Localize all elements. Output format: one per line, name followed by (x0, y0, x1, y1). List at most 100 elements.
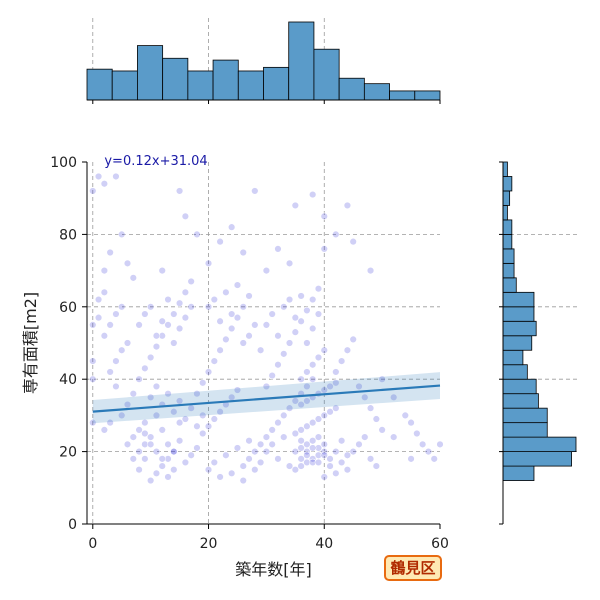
scatter-point (320, 473, 328, 481)
right-hist-bar (502, 364, 528, 380)
scatter-point (245, 332, 253, 340)
right-hist-bar (502, 335, 533, 351)
scatter-point (106, 321, 114, 329)
right-hist-bar (502, 306, 535, 322)
scatter-point (337, 458, 346, 467)
scatter-point (199, 429, 207, 438)
scatter-point (274, 361, 282, 369)
scatter-point (193, 422, 201, 430)
y-tick-label: 0 (68, 517, 77, 533)
scatter-point (297, 437, 305, 445)
scatter-point (164, 295, 172, 304)
scatter-point (303, 306, 311, 315)
scatter-point (94, 313, 103, 322)
scatter-point (314, 353, 323, 362)
top-hist-bar (137, 45, 164, 101)
top-hist-bar (263, 66, 290, 101)
scatter-point (251, 447, 259, 456)
scatter-point (141, 310, 149, 318)
scatter-point (262, 447, 271, 456)
scatter-point (343, 451, 352, 459)
scatter-point (181, 415, 190, 423)
x-tick-label: 20 (200, 536, 218, 552)
scatter-point (216, 317, 224, 325)
top-hist-bar (111, 70, 138, 101)
scatter-point (262, 382, 271, 391)
scatter-point (320, 440, 328, 449)
scatter-point (245, 455, 253, 463)
scatter-point (424, 447, 433, 456)
scatter-point (372, 462, 381, 470)
scatter-point (297, 317, 305, 325)
right-hist-bar (502, 407, 548, 424)
scatter-point (89, 321, 97, 329)
scatter-point (187, 277, 195, 286)
right-hist-bar (502, 393, 539, 409)
y-tick-label: 40 (59, 372, 77, 388)
scatter-point (390, 393, 398, 401)
scatter-point (152, 382, 161, 391)
scatter-point (291, 466, 300, 474)
scatter-point (337, 437, 346, 445)
scatter-point (320, 411, 328, 420)
scatter-point (204, 368, 213, 376)
scatter-point (164, 440, 172, 449)
scatter-point (303, 451, 311, 459)
scatter-point (216, 408, 224, 416)
scatter-point (89, 375, 97, 383)
scatter-point (170, 447, 178, 456)
scatter-point (320, 346, 328, 354)
scatter-point (314, 458, 323, 467)
scatter-point (129, 389, 137, 398)
scatter-point (129, 433, 137, 441)
scatter-point (291, 429, 300, 438)
x-tick-label: 60 (431, 536, 449, 552)
scatter-point (199, 379, 207, 387)
scatter-point (204, 466, 213, 474)
scatter-point (355, 382, 363, 391)
right-hist-bar (502, 176, 513, 192)
scatter-point (222, 288, 230, 297)
scatter-point (401, 411, 409, 420)
scatter-point (100, 426, 109, 434)
scatter-point (181, 212, 190, 221)
scatter-point (308, 418, 317, 427)
scatter-point (332, 447, 340, 456)
scatter-point (89, 187, 97, 195)
right-hist-bar (502, 320, 537, 337)
scatter-point (349, 447, 357, 456)
scatter-point (297, 400, 305, 409)
scatter-point (135, 447, 143, 456)
scatter-point (89, 418, 97, 427)
scatter-point (100, 332, 109, 340)
scatter-point (135, 426, 143, 434)
scatter-point (135, 321, 143, 329)
scatter-point (94, 172, 103, 181)
scatter-point (274, 332, 282, 340)
scatter-point (112, 172, 120, 181)
scatter-point (164, 389, 172, 398)
scatter-point (112, 357, 120, 365)
scatter-point (227, 310, 236, 318)
scatter-point (118, 303, 126, 311)
scatter-point (181, 313, 190, 322)
scatter-point (418, 440, 427, 449)
scatter-point (303, 382, 311, 391)
scatter-point (320, 451, 328, 459)
scatter-point (158, 426, 166, 434)
scatter-point (297, 455, 305, 463)
scatter-point (308, 295, 317, 304)
scatter-point (297, 292, 305, 300)
scatter-point (343, 346, 352, 354)
top-hist-bar (363, 83, 390, 101)
scatter-point (239, 462, 247, 470)
scatter-point (326, 455, 334, 463)
scatter-point (112, 382, 120, 391)
scatter-point (123, 440, 132, 449)
top-hist-bar (187, 70, 214, 101)
scatter-point (390, 433, 398, 441)
scatter-point (251, 466, 259, 474)
scatter-point (210, 357, 219, 365)
scatter-point (239, 339, 247, 347)
scatter-point (227, 223, 236, 231)
